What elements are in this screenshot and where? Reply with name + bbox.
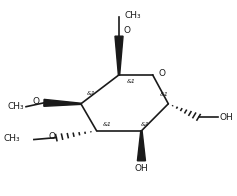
Text: CH₃: CH₃ [7,102,24,111]
Polygon shape [44,99,81,106]
Text: &1: &1 [87,91,96,96]
Polygon shape [115,36,123,75]
Text: O: O [123,26,131,35]
Text: &1: &1 [127,79,136,84]
Text: &1: &1 [102,122,111,127]
Text: O: O [32,97,40,106]
Text: CH₃: CH₃ [4,134,20,143]
Text: O: O [159,69,166,78]
Text: OH: OH [135,164,148,173]
Text: CH₃: CH₃ [125,11,141,20]
Text: &1: &1 [160,92,168,97]
Polygon shape [137,131,146,161]
Text: O: O [48,132,55,141]
Text: OH: OH [220,113,234,122]
Text: &1: &1 [140,122,149,127]
